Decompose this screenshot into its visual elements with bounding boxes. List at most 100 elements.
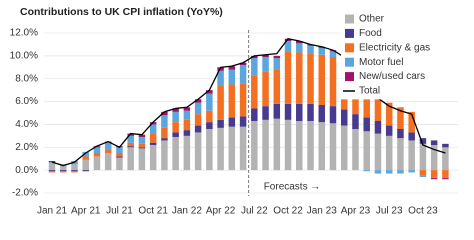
bar-segment xyxy=(71,171,78,173)
bar-segment xyxy=(363,131,370,171)
legend-label: Motor fuel xyxy=(359,57,403,68)
legend-label: Other xyxy=(359,14,385,25)
y-tick-label: 10.0% xyxy=(10,51,38,62)
x-tick-label: Jan 22 xyxy=(172,206,202,217)
bar-segment xyxy=(363,170,370,172)
bar-segment xyxy=(273,118,281,171)
bar-segment xyxy=(340,125,348,171)
forecast-annotation: Forecasts → xyxy=(264,182,321,193)
bar-segment xyxy=(48,163,56,171)
bar-segment xyxy=(442,178,449,180)
bar-segment xyxy=(116,147,123,153)
bar-segment xyxy=(194,132,202,171)
total-line xyxy=(51,38,446,167)
bar-segment xyxy=(48,160,56,163)
bar-segment xyxy=(71,164,78,171)
y-tick-label: 0.0% xyxy=(15,165,38,176)
bar-segment xyxy=(340,109,348,126)
x-tick-label: Jul 23 xyxy=(376,206,403,217)
legend-swatch xyxy=(345,28,354,38)
bar-segment xyxy=(59,171,67,173)
bar-segment xyxy=(93,156,101,171)
bar-segment xyxy=(430,178,438,180)
bar-segment xyxy=(161,138,168,141)
bar-segment xyxy=(397,107,404,129)
bar-segment xyxy=(239,65,247,84)
legend-swatch xyxy=(345,14,354,24)
bar-segment xyxy=(228,117,236,127)
bar-segment xyxy=(262,106,269,120)
bar-segment xyxy=(149,142,157,145)
bar-segment xyxy=(82,151,89,157)
bar-segment xyxy=(385,135,393,171)
bar-segment xyxy=(127,135,134,143)
bar-segment xyxy=(206,128,213,171)
bar-segment xyxy=(419,143,427,171)
bar-segment xyxy=(127,146,134,148)
bar-segment xyxy=(104,152,112,171)
bar-segment xyxy=(408,170,415,173)
bar-segment xyxy=(329,57,337,107)
bar-segment xyxy=(127,142,134,147)
bar-segment xyxy=(206,93,213,111)
bar-segment xyxy=(374,170,382,174)
bar-segment xyxy=(329,51,337,58)
legend-label: Total xyxy=(359,86,380,97)
bar-segment xyxy=(239,62,247,66)
bar-segment xyxy=(318,122,326,171)
bar-segment xyxy=(385,125,393,136)
y-tick-label: 12.0% xyxy=(10,28,38,39)
bar-segment xyxy=(93,147,101,153)
bar-segment xyxy=(194,99,202,103)
bar-segment xyxy=(48,170,56,172)
bar-segment xyxy=(239,116,247,127)
bar-segment xyxy=(183,135,191,171)
bar-segment xyxy=(59,165,67,171)
bar-segment xyxy=(408,132,415,141)
bar-segment xyxy=(273,103,281,119)
y-tick-label: 6.0% xyxy=(15,96,38,107)
bar-segment xyxy=(194,114,202,126)
bar-segment xyxy=(161,111,168,116)
bar-segment xyxy=(217,127,224,171)
x-tick-label: Oct 21 xyxy=(138,206,168,217)
bar-segment xyxy=(284,51,292,104)
bar-segment xyxy=(385,102,393,126)
bar-segment xyxy=(116,157,123,171)
bar-segment xyxy=(116,156,123,158)
bar-segment xyxy=(318,105,326,123)
bar-segment xyxy=(296,41,303,44)
bar-segment xyxy=(251,108,258,121)
bar-segment xyxy=(296,52,303,104)
bar-segment xyxy=(430,144,438,171)
bar-segment xyxy=(307,53,314,104)
bar-segment xyxy=(161,127,168,139)
bar-segment xyxy=(82,159,89,171)
bar-segment xyxy=(239,126,247,171)
bar-segment xyxy=(206,90,213,94)
bar-segment xyxy=(206,110,213,123)
bar-segment xyxy=(149,124,157,134)
bar-segment xyxy=(59,170,67,172)
bar-segment xyxy=(363,117,370,132)
legend-label: New/used cars xyxy=(359,71,425,82)
bar-segment xyxy=(228,84,236,118)
bar-segment xyxy=(329,106,337,124)
bar-segment xyxy=(183,119,191,131)
y-tick-label: 8.0% xyxy=(15,73,38,84)
bar-segment xyxy=(172,136,179,171)
bar-segment xyxy=(442,170,449,177)
x-tick-label: Jan 21 xyxy=(37,206,67,217)
x-tick-label: Apr 23 xyxy=(341,206,371,217)
bar-segment xyxy=(138,148,146,171)
bar-segment xyxy=(251,120,258,171)
bar-segment xyxy=(374,120,382,134)
bar-segment xyxy=(149,122,157,125)
bar-segment xyxy=(172,111,179,123)
bar-segment xyxy=(194,102,202,115)
bar-segment xyxy=(161,140,168,171)
bar-segment xyxy=(228,126,236,171)
y-tick-label: 4.0% xyxy=(15,119,38,130)
bar-segment xyxy=(284,41,292,52)
bar-segment xyxy=(329,123,337,171)
